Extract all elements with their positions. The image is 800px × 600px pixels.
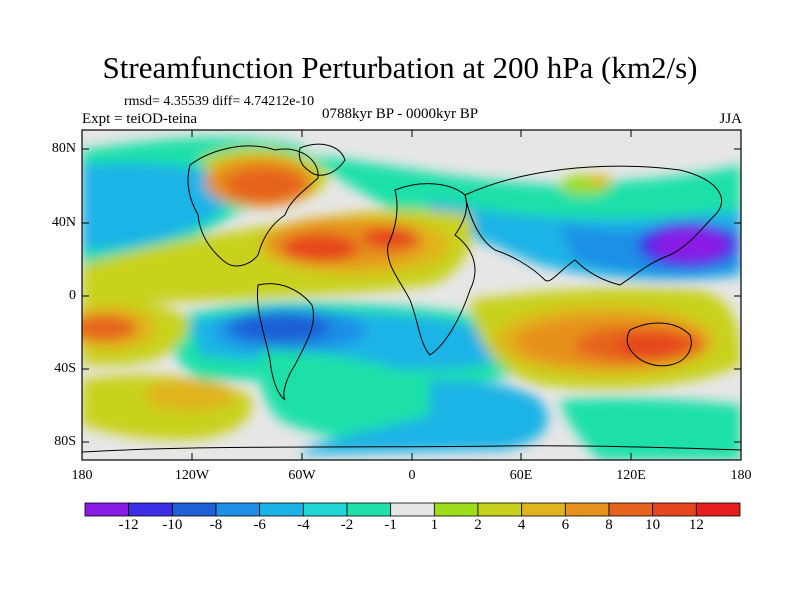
lon-label-60e: 60E bbox=[509, 468, 533, 483]
colorbar-label: -10 bbox=[162, 517, 183, 533]
lon-label-60w: 60W bbox=[288, 468, 316, 483]
colorbar-label: 8 bbox=[605, 517, 613, 533]
colorbar-label: -8 bbox=[209, 517, 223, 533]
colorbar-swatch bbox=[215, 502, 261, 517]
lat-label-40s: 40S bbox=[54, 361, 76, 376]
axis-ticks bbox=[81, 130, 742, 460]
colorbar-label: 2 bbox=[474, 517, 482, 533]
lon-label-0: 0 bbox=[408, 468, 416, 483]
colorbar-swatch bbox=[652, 502, 697, 517]
colorbar-label: 1 bbox=[430, 517, 439, 533]
lon-label-180w: 180 bbox=[71, 468, 93, 483]
lat-label-0: 0 bbox=[69, 288, 76, 303]
lat-label-80s: 80S bbox=[54, 434, 76, 449]
colorbar-label: 12 bbox=[688, 517, 704, 533]
map-title: Streamfunction Perturbation at 200 hPa (… bbox=[102, 50, 698, 85]
experiment-label: Expt = teiOD-teina bbox=[82, 111, 198, 127]
colorbar-swatch bbox=[302, 502, 348, 517]
colorbar-label: 6 bbox=[561, 517, 570, 533]
season-label: JJA bbox=[719, 111, 742, 127]
colorbar-swatch bbox=[564, 502, 610, 517]
colorbar-label: -6 bbox=[253, 517, 266, 533]
colorbar-swatch bbox=[695, 502, 741, 517]
colorbar-swatch bbox=[608, 502, 654, 517]
colorbar-swatch bbox=[521, 502, 566, 517]
colorbar-swatch bbox=[433, 502, 479, 517]
colorbar-label: 10 bbox=[645, 517, 661, 533]
lon-label-120w: 120W bbox=[174, 468, 210, 483]
colorbar-label: -2 bbox=[340, 517, 354, 533]
colorbar-swatch bbox=[128, 502, 173, 517]
colorbar-label: -1 bbox=[384, 517, 397, 533]
colorbar-swatch bbox=[390, 502, 435, 517]
colorbar-label: 4 bbox=[517, 517, 526, 533]
colorbar bbox=[84, 502, 741, 517]
colorbar-label: -12 bbox=[118, 517, 139, 533]
lon-label-180e: 180 bbox=[730, 468, 752, 483]
stats-text: rmsd= 4.35539 diff= 4.74212e-10 bbox=[124, 94, 315, 109]
lat-label-80n: 80N bbox=[51, 141, 76, 156]
coastlines bbox=[82, 143, 741, 453]
colorbar-label: -4 bbox=[297, 517, 310, 533]
colorbar-swatch bbox=[346, 502, 392, 517]
colorbar-swatch bbox=[259, 502, 304, 517]
colorbar-swatch bbox=[84, 502, 130, 517]
field-contours bbox=[82, 130, 741, 460]
colorbar-swatch bbox=[171, 502, 217, 517]
colorbar-swatch bbox=[477, 502, 523, 517]
lat-label-40n: 40N bbox=[51, 215, 76, 230]
lon-label-120e: 120E bbox=[616, 468, 646, 483]
period-label: 0788kyr BP - 0000kyr BP bbox=[322, 106, 479, 122]
